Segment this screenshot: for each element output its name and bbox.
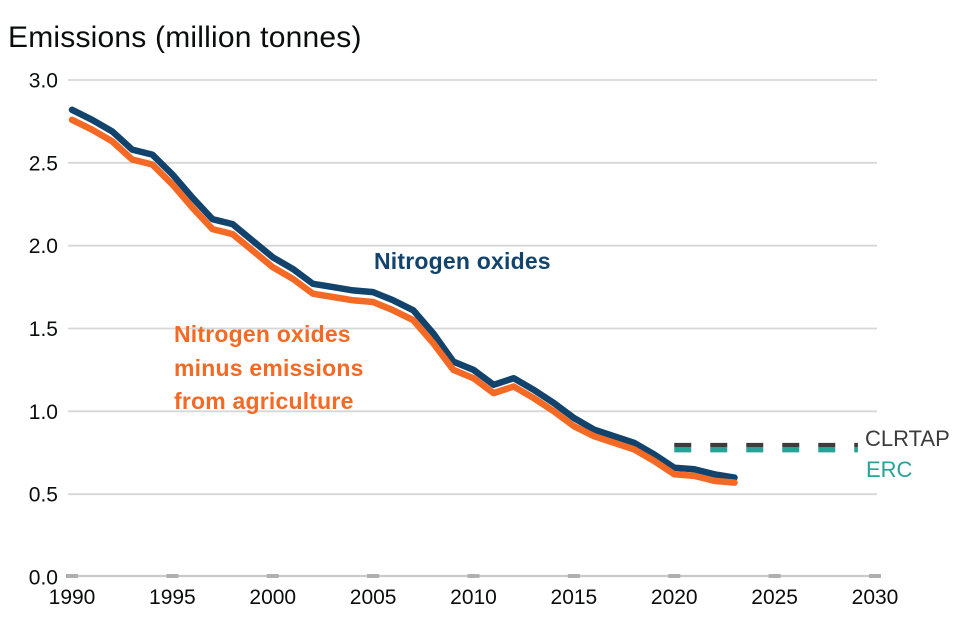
x-axis-tick [367, 574, 380, 578]
x-axis-tick [166, 574, 179, 578]
x-axis-tick-label: 2030 [852, 586, 899, 609]
chart-title: Emissions (million tonnes) [8, 21, 362, 54]
x-axis-tick-label: 2010 [450, 586, 497, 609]
y-axis-tick-label: 0.0 [29, 567, 58, 590]
series-label-line-3: from agriculture [174, 388, 354, 415]
x-axis-tick-label: 1995 [149, 586, 196, 609]
y-axis-tick-label: 1.0 [29, 401, 58, 424]
x-axis-tick [467, 574, 480, 578]
x-axis-tick-label: 2015 [551, 586, 598, 609]
reference-label-clrtap: CLRTAP [865, 426, 950, 451]
x-axis-tick-label: 2000 [249, 586, 296, 609]
y-axis-tick-label: 3.0 [29, 70, 58, 93]
y-axis-tick-label: 0.5 [29, 484, 58, 507]
series-label-line-1: Nitrogen oxides [174, 321, 351, 347]
x-axis-tick-label: 2005 [350, 586, 397, 609]
x-axis-tick-label: 2020 [651, 586, 698, 609]
x-axis-tick [768, 574, 781, 578]
series-label-line-2: minus emissions [174, 354, 364, 381]
y-axis-tick-label: 2.0 [29, 235, 58, 258]
x-axis-tick [66, 574, 78, 578]
x-axis-tick-label: 1990 [49, 586, 96, 609]
series-label-nox-minus-agriculture: Nitrogen oxides minus emissions from agr… [174, 318, 364, 419]
y-axis-tick-label: 2.5 [29, 152, 58, 175]
series-label-nitrogen-oxides: Nitrogen oxides [374, 248, 551, 274]
x-axis-tick [266, 574, 279, 578]
y-axis-tick-label: 1.5 [29, 318, 58, 341]
series-line-nitrogen-oxides [68, 106, 738, 481]
x-axis-tick [567, 574, 580, 578]
reference-label-erc: ERC [866, 457, 913, 482]
series-line-nox-minus-agriculture [68, 116, 738, 486]
x-axis-tick-label: 2025 [751, 586, 798, 609]
x-axis-tick [869, 574, 881, 578]
x-axis-tick [668, 574, 681, 578]
